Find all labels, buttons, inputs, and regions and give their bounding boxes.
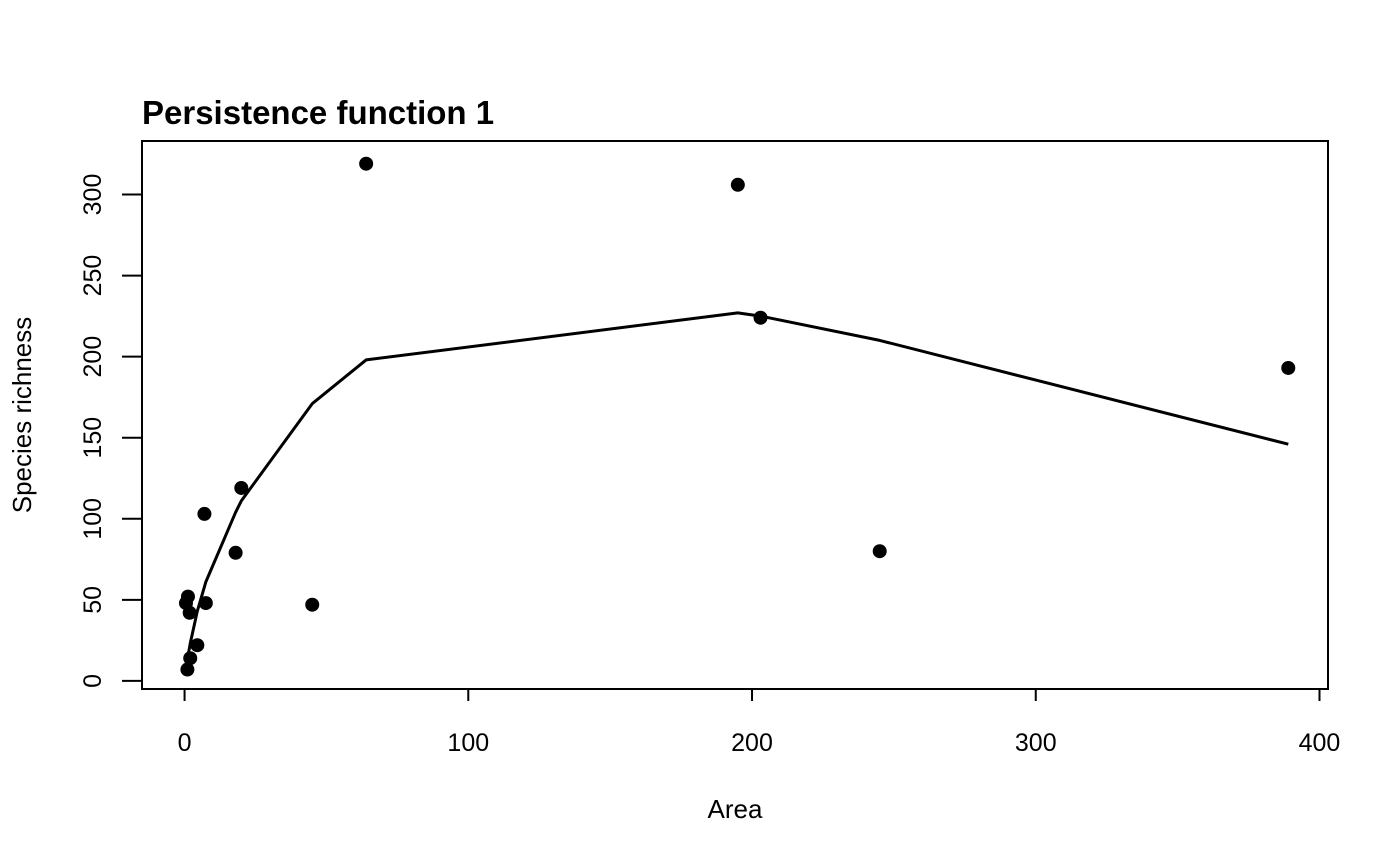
data-point [730, 177, 745, 192]
x-axis-label: Area [708, 794, 763, 824]
data-point [359, 156, 374, 171]
x-tick-label: 300 [1015, 729, 1057, 757]
y-axis: 0 50 100 150 200 250 300 [79, 174, 143, 688]
x-axis: 0 100 200 300 400 [178, 688, 1341, 757]
y-tick-label: 150 [79, 417, 107, 459]
data-point [872, 544, 887, 559]
x-tick-label: 400 [1299, 729, 1341, 757]
data-point [182, 605, 197, 620]
data-point [305, 597, 320, 612]
y-tick-label: 100 [79, 498, 107, 540]
plot-frame [141, 140, 1329, 690]
y-tick-label: 250 [79, 255, 107, 297]
data-point [198, 596, 213, 611]
data-point [1281, 360, 1296, 375]
data-point [228, 545, 243, 560]
y-axis-label: Species richness [7, 317, 37, 514]
chart-title: Persistence function 1 [142, 94, 494, 131]
data-point [234, 480, 249, 495]
data-point [753, 310, 768, 325]
y-tick-label: 50 [79, 586, 107, 614]
x-tick-label: 0 [178, 729, 192, 757]
data-point [180, 589, 195, 604]
y-tick-label: 200 [79, 336, 107, 378]
x-tick-label: 100 [447, 729, 489, 757]
data-point [180, 662, 195, 677]
x-tick-label: 200 [731, 729, 773, 757]
fit-line [184, 311, 1289, 666]
y-tick-label: 300 [79, 174, 107, 216]
data-point [190, 638, 205, 653]
data-points [178, 156, 1296, 677]
data-point [197, 506, 212, 521]
y-tick-label: 0 [79, 674, 107, 688]
data-point [183, 651, 198, 666]
